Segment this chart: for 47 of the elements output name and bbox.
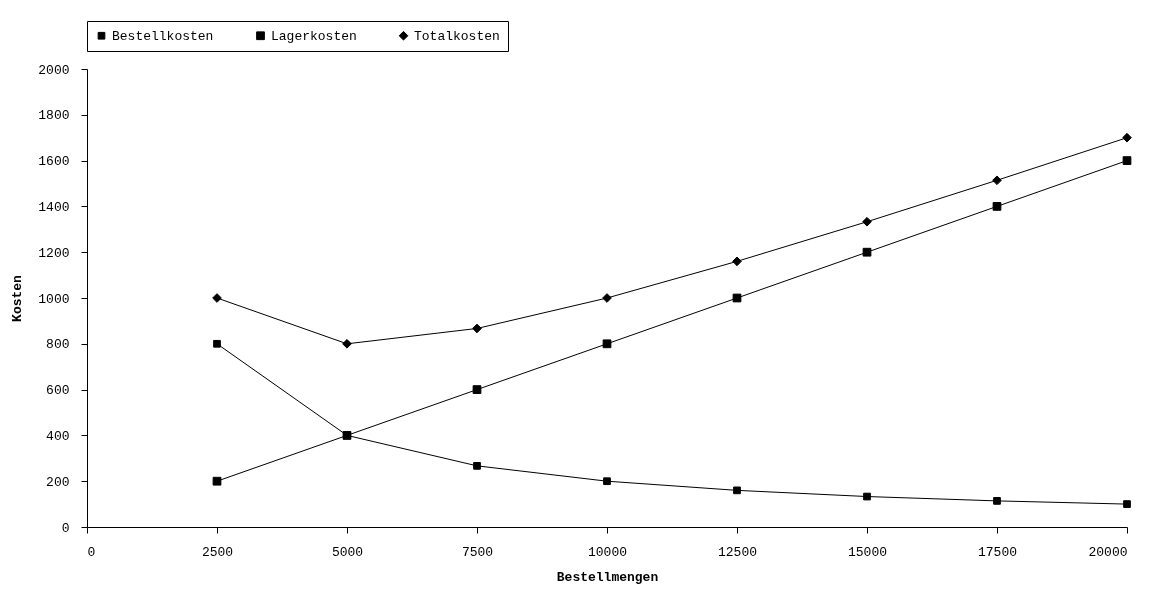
point: [212, 476, 222, 486]
x-tick-label: 17500: [977, 544, 1018, 560]
y-tick-label: 400: [46, 428, 70, 444]
point: [472, 385, 482, 394]
point: [732, 256, 742, 267]
point: [862, 216, 872, 227]
x-tick-label: 15000: [847, 544, 888, 560]
y-axis-title: Kosten: [10, 274, 26, 322]
legend-label: Bestellkosten: [112, 28, 214, 44]
x-tick-label: 7500: [461, 544, 494, 560]
point: [862, 247, 872, 257]
point: [1123, 500, 1131, 508]
x-tick-label: 5000: [331, 544, 364, 560]
y-tick-label: 2000: [38, 62, 70, 78]
point: [602, 339, 612, 349]
point: [1122, 156, 1132, 165]
point: [473, 462, 481, 470]
legend-label: Totalkosten: [414, 28, 500, 44]
point: [732, 293, 742, 303]
y-tick-label: 1000: [38, 291, 70, 307]
point: [863, 492, 871, 501]
y-tick-label: 200: [46, 474, 70, 490]
point: [993, 497, 1001, 505]
point: [472, 323, 482, 334]
x-tick-label: 2500: [201, 544, 234, 560]
point: [342, 338, 352, 349]
point: [1122, 132, 1132, 143]
y-tick-label: 1600: [38, 154, 70, 170]
x-tick-label: 0: [87, 544, 96, 560]
point: [603, 477, 611, 486]
point: [212, 293, 222, 303]
x-tick-label: 20000: [1088, 544, 1128, 560]
legend-label: Lagerkosten: [271, 28, 357, 44]
y-tick-label: 0: [61, 520, 70, 536]
point: [992, 202, 1002, 211]
x-axis-title: Bestellmengen: [556, 569, 659, 585]
y-tick-label: 1200: [38, 245, 70, 261]
y-tick-label: 800: [46, 337, 70, 353]
point: [602, 293, 612, 303]
y-tick-label: 1400: [38, 199, 70, 215]
point: [213, 339, 221, 348]
x-tick-label: 10000: [587, 544, 628, 560]
point: [733, 486, 741, 495]
y-tick-label: 600: [46, 383, 70, 399]
x-tick-label: 12500: [717, 544, 758, 560]
y-tick-label: 1800: [38, 108, 70, 124]
point: [992, 175, 1002, 186]
